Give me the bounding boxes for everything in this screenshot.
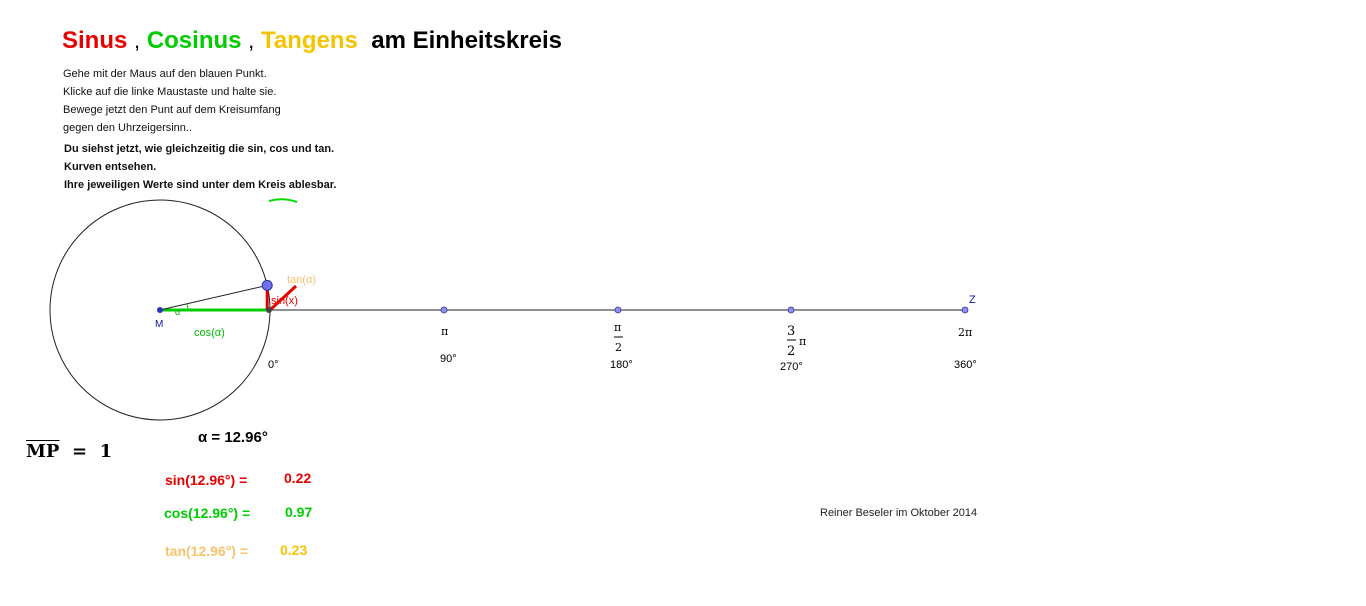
instruction-line: Bewege jetzt den Punt auf dem Kreisumfan… [63, 104, 281, 116]
label-alpha: α [175, 307, 180, 317]
sin-label: sin(12.96°) = [165, 472, 248, 488]
title-tangens: Tangens [260, 27, 358, 54]
cos-label: cos(12.96°) = [164, 505, 251, 521]
tick-label-2pi: 2π [958, 326, 972, 339]
tick-label-pi-half-num: π [614, 321, 621, 334]
alpha-value: α = 12.96° [198, 429, 268, 446]
tick-label-pi: π [441, 325, 448, 338]
segment-length: MP = 1 [26, 441, 112, 462]
radius-line [159, 284, 268, 311]
tick-point [614, 306, 622, 314]
tick-label-270: 270° [780, 361, 803, 373]
tick-point [440, 306, 448, 314]
end-point [961, 306, 969, 314]
tick-label-360: 360° [954, 359, 977, 371]
tick-label-3-half-pi: π [799, 335, 806, 348]
title-separator: , [248, 28, 255, 53]
angle-arc [186, 303, 189, 311]
page-title: Sinus , Cosinus , Tangens am Einheitskre… [62, 27, 562, 55]
tick-label-90: 90° [440, 353, 457, 365]
green-arc-mark [268, 198, 298, 203]
instruction-line: Gehe mit der Maus auf den blauen Punkt. [63, 68, 267, 80]
author-credit: Reiner Beseler im Oktober 2014 [820, 507, 978, 519]
title-sinus: Sinus [62, 27, 128, 54]
tick-point [787, 306, 795, 314]
label-sin: sin(x) [271, 295, 298, 307]
tick-label-3-half-num: 3 [787, 324, 795, 339]
tick-label-180: 180° [610, 359, 633, 371]
title-separator: , [134, 28, 141, 53]
foot-point [266, 307, 272, 313]
tick-label-3-half-den: 2 [787, 344, 795, 359]
label-tan: tan(α) [287, 274, 316, 286]
bold-instruction-line: Ihre jeweiligen Werte sind unter dem Kre… [64, 179, 337, 191]
tan-value: 0.23 [280, 542, 308, 558]
instruction-line: Klicke auf die linke Maustaste und halte… [63, 86, 277, 98]
instruction-line: gegen den Uhrzeigersinn.. [63, 122, 193, 134]
draggable-point[interactable] [261, 279, 273, 291]
title-rest: am Einheitskreis [371, 27, 562, 54]
label-end: Z [969, 294, 976, 306]
tan-segment [268, 284, 298, 312]
bold-instruction-line: Kurven entsehen. [64, 161, 157, 173]
tick-label-pi-half-den: 2 [615, 341, 622, 354]
equals-sign: = [72, 441, 88, 462]
center-point [157, 307, 163, 313]
cos-value: 0.97 [285, 504, 313, 520]
tan-label: tan(12.96°) = [165, 543, 249, 559]
sin-value: 0.22 [284, 470, 312, 486]
label-cos: cos(α) [194, 327, 225, 339]
label-center: M [155, 319, 163, 330]
segment-value: 1 [99, 441, 113, 462]
tick-label-0: 0° [268, 359, 279, 371]
bold-instruction-line: Du siehst jetzt, wie gleichzeitig die si… [64, 143, 335, 155]
segment-name: MP [26, 441, 60, 462]
title-cosinus: Cosinus [146, 27, 242, 54]
